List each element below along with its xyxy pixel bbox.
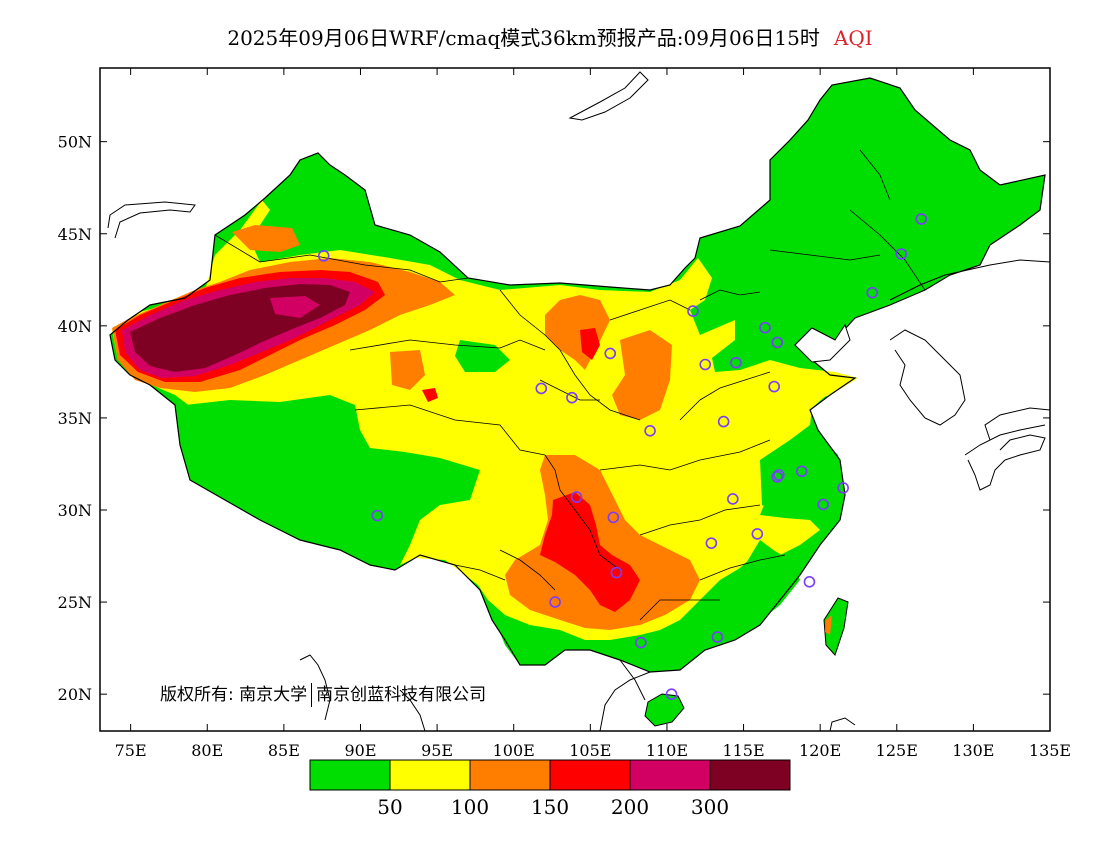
neighbour-coastlines	[107, 71, 1050, 731]
station-marker	[795, 465, 808, 478]
station-marker	[866, 286, 879, 299]
legend-swatch	[389, 759, 471, 791]
legend-label: 100	[451, 795, 489, 819]
aqi-zone-unhealthy-spot	[422, 388, 438, 402]
station-marker	[895, 248, 908, 260]
lon-label: 75E	[115, 741, 147, 760]
station-marker	[566, 391, 578, 404]
station-marker	[915, 213, 928, 225]
lat-label: 30N	[58, 501, 92, 520]
copyright-separator	[311, 683, 313, 707]
station-marker	[771, 336, 784, 349]
bohai-coast	[794, 323, 851, 363]
station-marker	[535, 382, 548, 395]
title-variable: AQI	[833, 26, 873, 50]
lat-label: 20N	[58, 685, 92, 704]
legend-swatch	[629, 759, 711, 791]
aqi-zone-unhealthy-south	[540, 492, 640, 612]
station-marker	[705, 537, 718, 549]
title-main: 2025年09月06日WRF/cmaq模式36km预报产品:09月06日15时	[227, 26, 820, 50]
station-marker	[771, 471, 784, 483]
legend-swatch	[469, 759, 551, 791]
station-marker	[711, 631, 724, 643]
taiwan-island	[823, 597, 849, 656]
longitude-axis: 75E 80E 85E 90E 95E 100E 105E 110E 115E 120E 125E 1…	[115, 68, 1071, 760]
station-marker	[730, 356, 742, 369]
lon-label: 130E	[952, 741, 994, 760]
lon-label: 110E	[646, 741, 688, 760]
taiwan-hotspot	[825, 615, 832, 635]
station-marker	[371, 509, 384, 522]
station-marker	[768, 380, 780, 393]
station-marker	[610, 566, 623, 579]
copyright-org2: 南京创蓝科技有限公司	[316, 685, 487, 705]
station-marker	[699, 358, 712, 371]
station-marker	[772, 469, 785, 481]
station-marker	[727, 493, 739, 505]
aqi-zone-usg-nw	[232, 225, 300, 252]
station-marker	[759, 321, 771, 334]
lon-label: 100E	[493, 741, 535, 760]
green-patch-yunnan	[495, 620, 540, 665]
map-content	[107, 71, 1050, 731]
station-marker	[549, 596, 561, 608]
lon-label: 80E	[191, 741, 223, 760]
legend-swatch	[549, 759, 631, 791]
latitude-axis: 50N 45N 40N 35N 30N 25N 20N	[58, 133, 1050, 704]
monitoring-stations	[317, 213, 928, 700]
station-marker	[665, 688, 678, 700]
copyright-notice: 版权所有: 南京大学 南京创蓝科技有限公司	[160, 680, 486, 707]
aqi-zone-unhealthy-hotspot	[580, 328, 600, 360]
green-patch-tibet-south	[182, 395, 480, 565]
lat-label: 50N	[58, 133, 92, 152]
station-marker	[717, 415, 730, 428]
station-marker	[604, 347, 617, 360]
legend-label: 50	[377, 795, 402, 819]
map-frame	[99, 67, 1051, 732]
lat-label: 45N	[58, 225, 92, 244]
legend-swatch	[309, 759, 391, 791]
lon-label: 125E	[876, 741, 918, 760]
china-border	[109, 77, 1046, 673]
green-patch-east	[760, 430, 845, 518]
station-marker	[803, 576, 816, 588]
map-title: 2025年09月06日WRF/cmaq模式36km预报产品:09月06日15时 A…	[0, 22, 1100, 51]
legend-label: 200	[611, 795, 649, 819]
station-marker	[607, 511, 620, 524]
station-marker	[817, 498, 830, 511]
yellow-patch-north	[760, 370, 855, 405]
station-marker	[644, 425, 656, 437]
purple-island-hazard	[270, 296, 320, 318]
lat-label: 40N	[58, 317, 92, 336]
lon-label: 95E	[421, 741, 453, 760]
lon-label: 135E	[1029, 741, 1071, 760]
lon-label: 120E	[799, 741, 841, 760]
legend-label: 300	[691, 795, 729, 819]
lat-label: 35N	[58, 409, 92, 428]
station-marker	[837, 482, 849, 494]
lon-label: 85E	[268, 741, 300, 760]
copyright-org1: 南京大学	[239, 685, 308, 705]
aqi-zone-usg-shanxi	[612, 330, 672, 420]
lat-label: 25N	[58, 593, 92, 612]
color-legend: 50 100 150 200 300	[309, 759, 791, 819]
province-boundaries	[214, 149, 926, 621]
aqi-zone-usg-south	[505, 455, 700, 630]
station-marker	[687, 305, 699, 317]
copyright-label: 版权所有:	[160, 685, 234, 705]
station-marker	[635, 636, 647, 649]
lon-label: 90E	[344, 741, 376, 760]
lon-label: 115E	[722, 741, 764, 760]
hainan-island	[644, 693, 685, 727]
green-patch-southeast	[690, 545, 800, 642]
legend-swatch	[709, 759, 791, 791]
station-marker	[751, 528, 764, 540]
aqi-zone-usg-qinghai	[390, 350, 425, 390]
lon-label: 105E	[569, 741, 611, 760]
station-marker	[570, 491, 583, 503]
station-marker	[317, 250, 330, 262]
legend-label: 150	[531, 795, 569, 819]
